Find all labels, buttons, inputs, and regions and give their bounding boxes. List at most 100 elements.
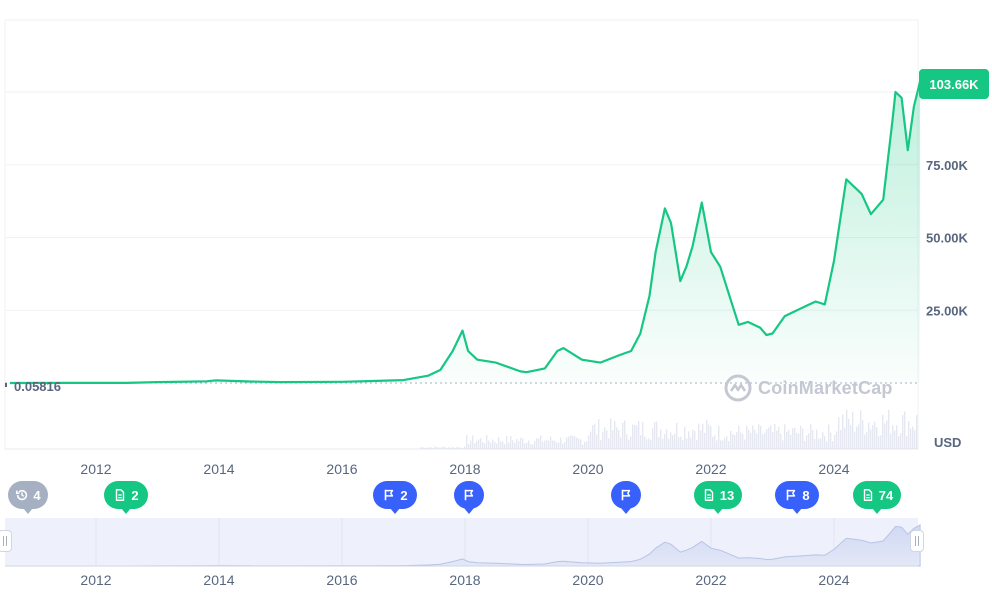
volume-bar — [500, 441, 502, 449]
volume-bar — [802, 428, 804, 449]
event-marker-count: 2 — [400, 487, 408, 503]
volume-bar — [826, 441, 828, 449]
event-marker[interactable]: 8 — [775, 481, 819, 514]
volume-bar — [788, 430, 790, 449]
volume-bar — [638, 421, 640, 449]
volume-bar — [592, 425, 594, 449]
volume-bar — [616, 427, 618, 449]
volume-bar — [626, 434, 628, 449]
volume-bar — [596, 434, 598, 449]
volume-bar — [540, 435, 542, 449]
volume-bar — [816, 429, 818, 449]
volume-bar — [424, 447, 426, 449]
x-tick-label: 2012 — [80, 461, 111, 477]
price-area-fill — [9, 81, 921, 384]
navigator-left-handle[interactable] — [0, 530, 12, 552]
volume-bar — [778, 426, 780, 449]
volume-bar — [810, 423, 812, 449]
volume-bar — [634, 424, 636, 449]
volume-bar — [472, 435, 474, 449]
volume-bar — [556, 442, 558, 449]
volume-bar — [838, 417, 840, 449]
volume-bar — [614, 421, 616, 449]
volume-bar — [488, 440, 490, 449]
volume-bar — [606, 430, 608, 449]
volume-bar — [466, 435, 468, 449]
volume-bar — [654, 421, 656, 449]
volume-bar — [906, 436, 908, 449]
volume-bar — [564, 442, 566, 449]
event-marker-content: 4 — [15, 488, 41, 503]
volume-bar — [914, 430, 916, 449]
price-area — [9, 81, 921, 384]
volume-bar — [560, 437, 562, 449]
volume-bar — [432, 448, 434, 449]
navigator-x-tick-label: 2018 — [449, 572, 480, 588]
flag-icon — [619, 488, 633, 502]
volume-bar — [848, 419, 850, 449]
event-marker-content: 13 — [702, 488, 734, 503]
flag-icon — [382, 488, 396, 502]
volume-bar — [544, 440, 546, 449]
coinmarketcap-watermark: CoinMarketCap — [724, 374, 893, 402]
flag-icon — [462, 488, 476, 502]
volume-bar — [516, 438, 518, 449]
volume-bar — [808, 433, 810, 449]
volume-bar — [712, 436, 714, 449]
volume-bar — [710, 426, 712, 449]
event-marker-count: 2 — [131, 487, 139, 503]
event-marker[interactable]: 13 — [694, 481, 742, 514]
volume-bar — [428, 447, 430, 449]
event-marker[interactable] — [454, 481, 484, 514]
watermark-text: CoinMarketCap — [758, 377, 893, 398]
volume-bar — [608, 438, 610, 449]
volume-bar — [438, 447, 440, 449]
start-value-tick — [5, 383, 7, 387]
navigator-x-axis: 2012 2014 2016 2018 2020 2022 2024 — [80, 572, 849, 588]
volume-bar — [736, 432, 738, 449]
event-marker[interactable]: 2 — [104, 481, 148, 514]
event-marker-content — [619, 488, 633, 502]
volume-bar — [688, 431, 690, 449]
volume-bar — [884, 423, 886, 449]
volume-bar — [574, 436, 576, 449]
volume-bar — [686, 438, 688, 449]
event-marker[interactable]: 4 — [8, 481, 48, 514]
volume-bar — [682, 440, 684, 449]
volume-bar — [700, 430, 702, 449]
volume-bar — [732, 433, 734, 449]
volume-bar — [580, 439, 582, 449]
volume-bar — [854, 431, 856, 449]
volume-bar — [726, 436, 728, 449]
volume-bar — [594, 423, 596, 449]
volume-bar — [892, 424, 894, 449]
event-marker[interactable]: 74 — [853, 481, 901, 514]
volume-bar — [478, 439, 480, 449]
event-marker[interactable]: 2 — [373, 481, 417, 514]
volume-bar — [776, 430, 778, 449]
volume-bar — [910, 428, 912, 449]
volume-bar — [636, 425, 638, 449]
volume-bar — [844, 427, 846, 449]
volume-bar — [670, 432, 672, 449]
navigator[interactable] — [5, 518, 921, 567]
volume-bar — [430, 447, 432, 449]
volume-bar — [546, 440, 548, 449]
event-marker[interactable] — [611, 481, 641, 514]
volume-bar — [464, 446, 466, 449]
x-tick-label: 2014 — [203, 461, 234, 477]
volume-bar — [618, 429, 620, 449]
volume-bar — [740, 432, 742, 449]
volume-bar — [492, 439, 494, 449]
navigator-right-handle[interactable] — [910, 530, 924, 552]
volume-bar — [728, 441, 730, 449]
volume-bar — [832, 441, 834, 449]
y-tick-label: 75.00K — [926, 158, 969, 173]
volume-bar — [536, 438, 538, 449]
volume-bar — [646, 439, 648, 449]
volume-bar — [672, 435, 674, 449]
volume-bar — [448, 447, 450, 449]
navigator-x-tick-label: 2016 — [326, 572, 357, 588]
volume-bar — [890, 433, 892, 449]
